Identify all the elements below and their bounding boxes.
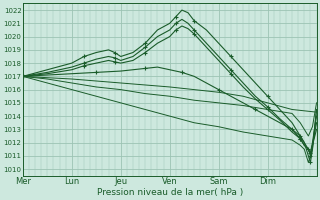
X-axis label: Pression niveau de la mer( hPa ): Pression niveau de la mer( hPa ) [97, 188, 243, 197]
